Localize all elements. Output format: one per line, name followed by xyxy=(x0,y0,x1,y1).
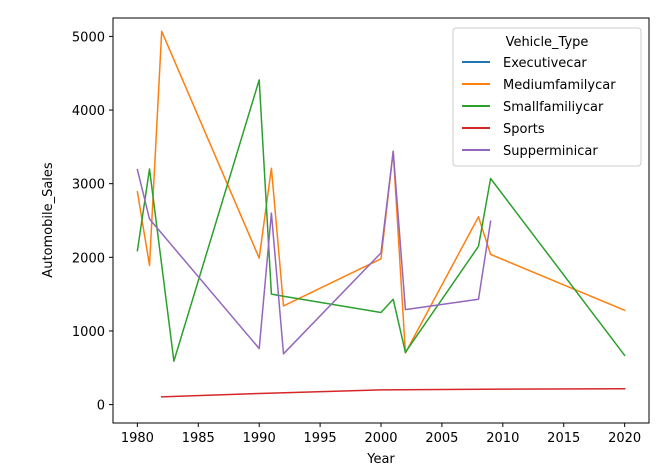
x-tick-label: 2005 xyxy=(425,431,458,446)
ticks-layer: 1980 1985 1990 1995 2000 2005 2010 2015 2020 0 100… xyxy=(72,30,641,446)
series-layer xyxy=(136,30,626,398)
legend-label-mediumfamilycar: Mediumfamilycar xyxy=(503,78,616,93)
y-tick-label: 1000 xyxy=(72,325,105,340)
y-tick-label: 0 xyxy=(97,399,105,414)
series-line-supperminicar xyxy=(136,150,492,355)
x-axis-title: Year xyxy=(366,452,395,467)
x-tick-label: 1995 xyxy=(304,431,337,446)
legend-label-smallfamiliycar: Smallfamiliycar xyxy=(503,100,604,115)
x-tick-label: 1980 xyxy=(121,431,154,446)
y-axis-title: Automobile_Sales xyxy=(41,162,56,278)
legend: Vehicle_Type Executivecar Mediumfamilycar… xyxy=(452,27,642,167)
x-tick-label: 2000 xyxy=(364,431,397,446)
legend-title: Vehicle_Type xyxy=(506,35,589,50)
legend-entries: Executivecar Mediumfamilycar Smallfamiliyc… xyxy=(462,56,616,159)
legend-label-supperminicar: Supperminicar xyxy=(503,144,598,159)
x-tick-label: 1985 xyxy=(182,431,215,446)
x-tick-label: 1990 xyxy=(243,431,276,446)
legend-frame xyxy=(452,27,642,167)
legend-label-sports: Sports xyxy=(503,122,545,137)
y-tick-label: 2000 xyxy=(72,251,105,266)
x-tick-label: 2015 xyxy=(547,431,580,446)
y-tick-label: 4000 xyxy=(72,104,105,119)
x-tick-label: 2020 xyxy=(608,431,641,446)
x-tick-label: 2010 xyxy=(486,431,519,446)
y-tick-label: 3000 xyxy=(72,178,105,193)
series-line-mediumfamilycar xyxy=(136,30,626,354)
legend-label-executivecar: Executivecar xyxy=(503,56,587,71)
series-line-sports xyxy=(160,388,626,398)
y-tick-label: 5000 xyxy=(72,30,105,45)
